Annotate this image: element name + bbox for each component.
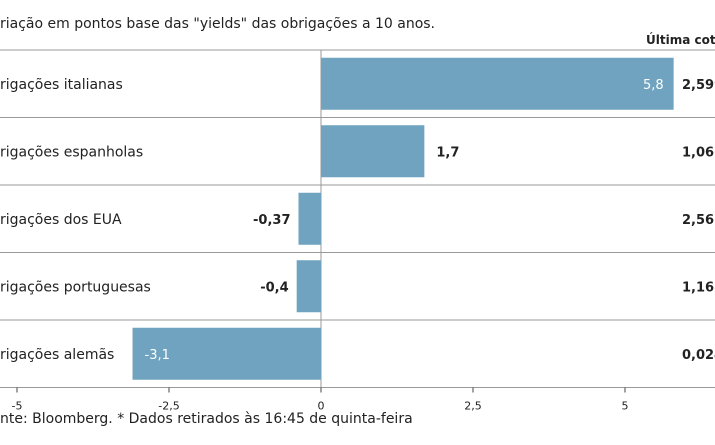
value-label: -0,37 [253,213,290,228]
last-quote-value: 2,5614 [682,213,715,228]
bar-1 [321,57,674,110]
x-tick-label: -2,5 [158,400,179,413]
x-tick-label: 5 [622,400,629,413]
category-label: rigações portuguesas [0,279,151,295]
last-quote-value: 1,066 [682,145,715,160]
bar-5 [132,327,321,380]
category-label: rigações italianas [0,77,123,93]
bar-3 [298,192,321,245]
last-quote-value: 2,599 [682,78,715,93]
chart-source-note: nte: Bloomberg. * Dados retirados às 16:… [0,411,413,427]
value-label: 1,7 [436,145,459,160]
x-tick-label: 0 [318,400,325,413]
category-label: rigações dos EUA [0,212,122,228]
x-tick-label: -5 [12,400,23,413]
value-label: -0,4 [260,280,288,295]
last-quote-value: 1,168 [682,280,715,295]
bar-4 [296,260,321,313]
x-tick-label: 2,5 [464,400,482,413]
value-label: -3,1 [145,348,170,363]
chart-subtitle: riação em pontos base das "yields" das o… [0,16,436,32]
category-label: rigações alemãs [0,347,114,363]
last-quote-value: 0,024 [682,348,715,363]
last-quote-column-header: Última cotaç [646,33,715,47]
bar-2 [321,125,425,178]
value-label: 5,8 [643,78,664,93]
category-label: rigações espanholas [0,144,143,160]
